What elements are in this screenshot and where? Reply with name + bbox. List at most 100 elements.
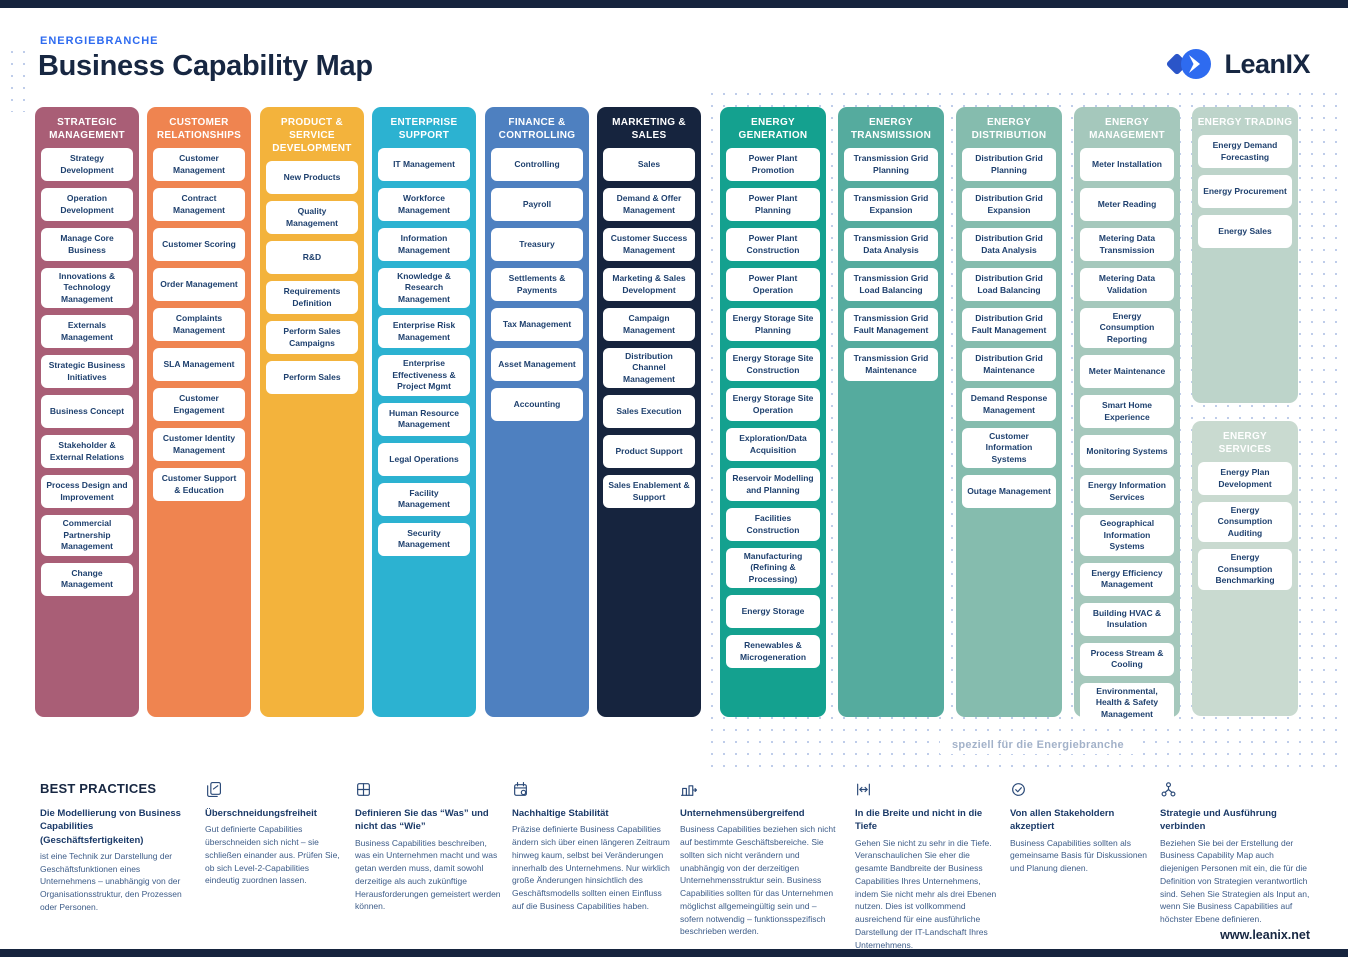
capability-card: Sales Enablement & Support [603,475,695,509]
capability-card: Process Design and Improvement [41,475,133,509]
capability-card: Information Management [378,228,470,261]
capability-card: Manufacturing (Refining & Processing) [726,548,820,589]
best-practice-body: Business Capabilities beschreiben, was e… [355,837,501,912]
capability-column-energy-generation: Energy Generation Power Plant Promotion P… [720,107,826,717]
capability-card: Distribution Grid Fault Management [962,308,1056,341]
capability-card: Sales [603,148,695,181]
capability-card: Human Resource Management [378,402,470,436]
top-bar [0,0,1348,8]
best-practice-section: BEST PRACTICES Die Modellierung von Busi… [40,781,192,914]
column-cards: Customer Management Contract Management Cu… [147,148,251,501]
capability-card: Energy Plan Development [1198,462,1292,495]
capability-card: Quality Management [266,201,358,234]
column-header: Finance & Controlling [498,117,576,141]
capability-card: Monitoring Systems [1080,435,1174,469]
capability-card: Business Concept [41,395,133,429]
capability-card: Energy Storage Site Planning [726,308,820,341]
capability-card: Campaign Management [603,308,695,341]
width-arrow-icon [855,781,997,807]
capability-card: Distribution Grid Load Balancing [962,268,1056,301]
capability-card: Tax Management [491,308,583,341]
capability-card: Energy Storage [726,595,820,629]
pages-icon [207,782,221,797]
capability-card: Facilities Construction [726,508,820,541]
building-icon [680,781,842,807]
capability-column-energy-transmission: Energy Transmission Transmission Grid Pl… [838,107,944,717]
leanix-logo: LeanIX [1166,44,1310,84]
capability-card: Customer Information Systems [962,428,1056,469]
column-cards: Power Plant Promotion Power Plant Plannin… [720,148,826,669]
capability-card: Energy Information Services [1080,475,1174,509]
column-cards: IT Management Workforce Management Informa… [372,148,476,556]
capability-card: Metering Data Validation [1080,268,1174,301]
capability-card: Exploration/Data Acquisition [726,428,820,461]
capability-card: Stakeholder & External Relations [41,435,133,469]
best-practices-heading: BEST PRACTICES [40,781,157,796]
capability-card: Operation Development [41,188,133,221]
column-cards: Transmission Grid Planning Transmission G… [838,148,944,381]
capability-card: Strategy Development [41,148,133,181]
best-practice-section: Nachhaltige Stabilität Präzise definiert… [512,781,670,913]
capability-card: Energy Demand Forecasting [1198,135,1292,168]
column-cards: Energy Plan Development Energy Consumptio… [1192,462,1298,590]
check-circle-icon [1012,783,1025,796]
capability-card: Meter Maintenance [1080,355,1174,389]
capability-card: Legal Operations [378,442,470,476]
column-header: Customer Relationships [156,117,242,141]
capability-card: Commercial Partnership Management [41,515,133,556]
capability-card: Energy Procurement [1198,175,1292,208]
capability-column-energy-trading: Energy Trading Energy Demand Forecasting… [1192,107,1298,403]
best-practice-title: Überschneidungsfreiheit [205,808,317,819]
capability-card: Transmission Grid Data Analysis [844,228,938,261]
column-cards: Strategy Development Operation Developmen… [35,148,139,596]
best-practice-title: In die Breite und nicht in die Tiefe [855,808,983,833]
capability-card: Externals Management [41,315,133,349]
title-dots-decoration [6,46,34,112]
check-circle-icon [1010,781,1148,807]
capability-card: Transmission Grid Expansion [844,188,938,221]
capability-card: Distribution Grid Data Analysis [962,228,1056,261]
bottom-bar [0,949,1348,957]
column-cards: Sales Demand & Offer Management Customer S… [597,148,701,509]
column-header: Marketing & Sales [612,117,686,141]
capability-card: New Products [266,161,358,194]
best-practice-title: Von allen Stakeholdern akzeptiert [1010,808,1115,833]
pages-icon [205,781,343,807]
capability-card: Customer Engagement [153,388,245,421]
capability-card: Distribution Grid Expansion [962,188,1056,221]
column-cards: Energy Demand Forecasting Energy Procurem… [1192,135,1298,248]
capability-card: Product Support [603,435,695,469]
width-arrow-icon [857,783,870,796]
capability-card: Customer Scoring [153,228,245,261]
best-practice-body: Gut definierte Capabilities überschneide… [205,824,340,886]
column-cards: Controlling Payroll Treasury Settlements & … [485,148,589,421]
capability-card: Transmission Grid Fault Management [844,308,938,341]
column-header: Enterprise Support [390,117,458,141]
capability-card: Demand & Offer Management [603,188,695,221]
capability-card: Customer Support & Education [153,468,245,501]
column-header: Product & Service Development [272,117,352,154]
column-header: Energy Services [1218,431,1272,455]
capability-card: Customer Management [153,148,245,181]
capability-card: Treasury [491,228,583,261]
capability-card: Transmission Grid Planning [844,148,938,181]
capability-card: Energy Efficiency Management [1080,562,1174,596]
calendar-icon [512,781,670,807]
capability-card: Customer Success Management [603,228,695,261]
capability-column-marketing-sales: Marketing & Sales Sales Demand & Offer Ma… [597,107,701,717]
best-practice-title: Nachhaltige Stabilität [512,808,609,819]
capability-card: Innovations & Technology Management [41,268,133,309]
share-nodes-icon [1160,781,1310,807]
best-practice-section: Von allen Stakeholdern akzeptiert Busine… [1010,781,1148,875]
best-practice-section: Unternehmensübergreifend Business Capabi… [680,781,842,938]
page-title: Business Capability Map [38,50,373,82]
capability-card: Energy Consumption Auditing [1198,502,1292,543]
capability-card: Demand Response Management [962,388,1056,421]
energy-caption: speziell für die Energiebranche [940,736,1136,754]
best-practice-title: Strategie und Ausführung verbinden [1160,808,1277,833]
capability-card: Requirements Definition [266,281,358,314]
capability-card: Distribution Channel Management [603,348,695,389]
column-header: Energy Transmission [850,117,932,141]
leanix-logo-icon [1167,49,1212,79]
